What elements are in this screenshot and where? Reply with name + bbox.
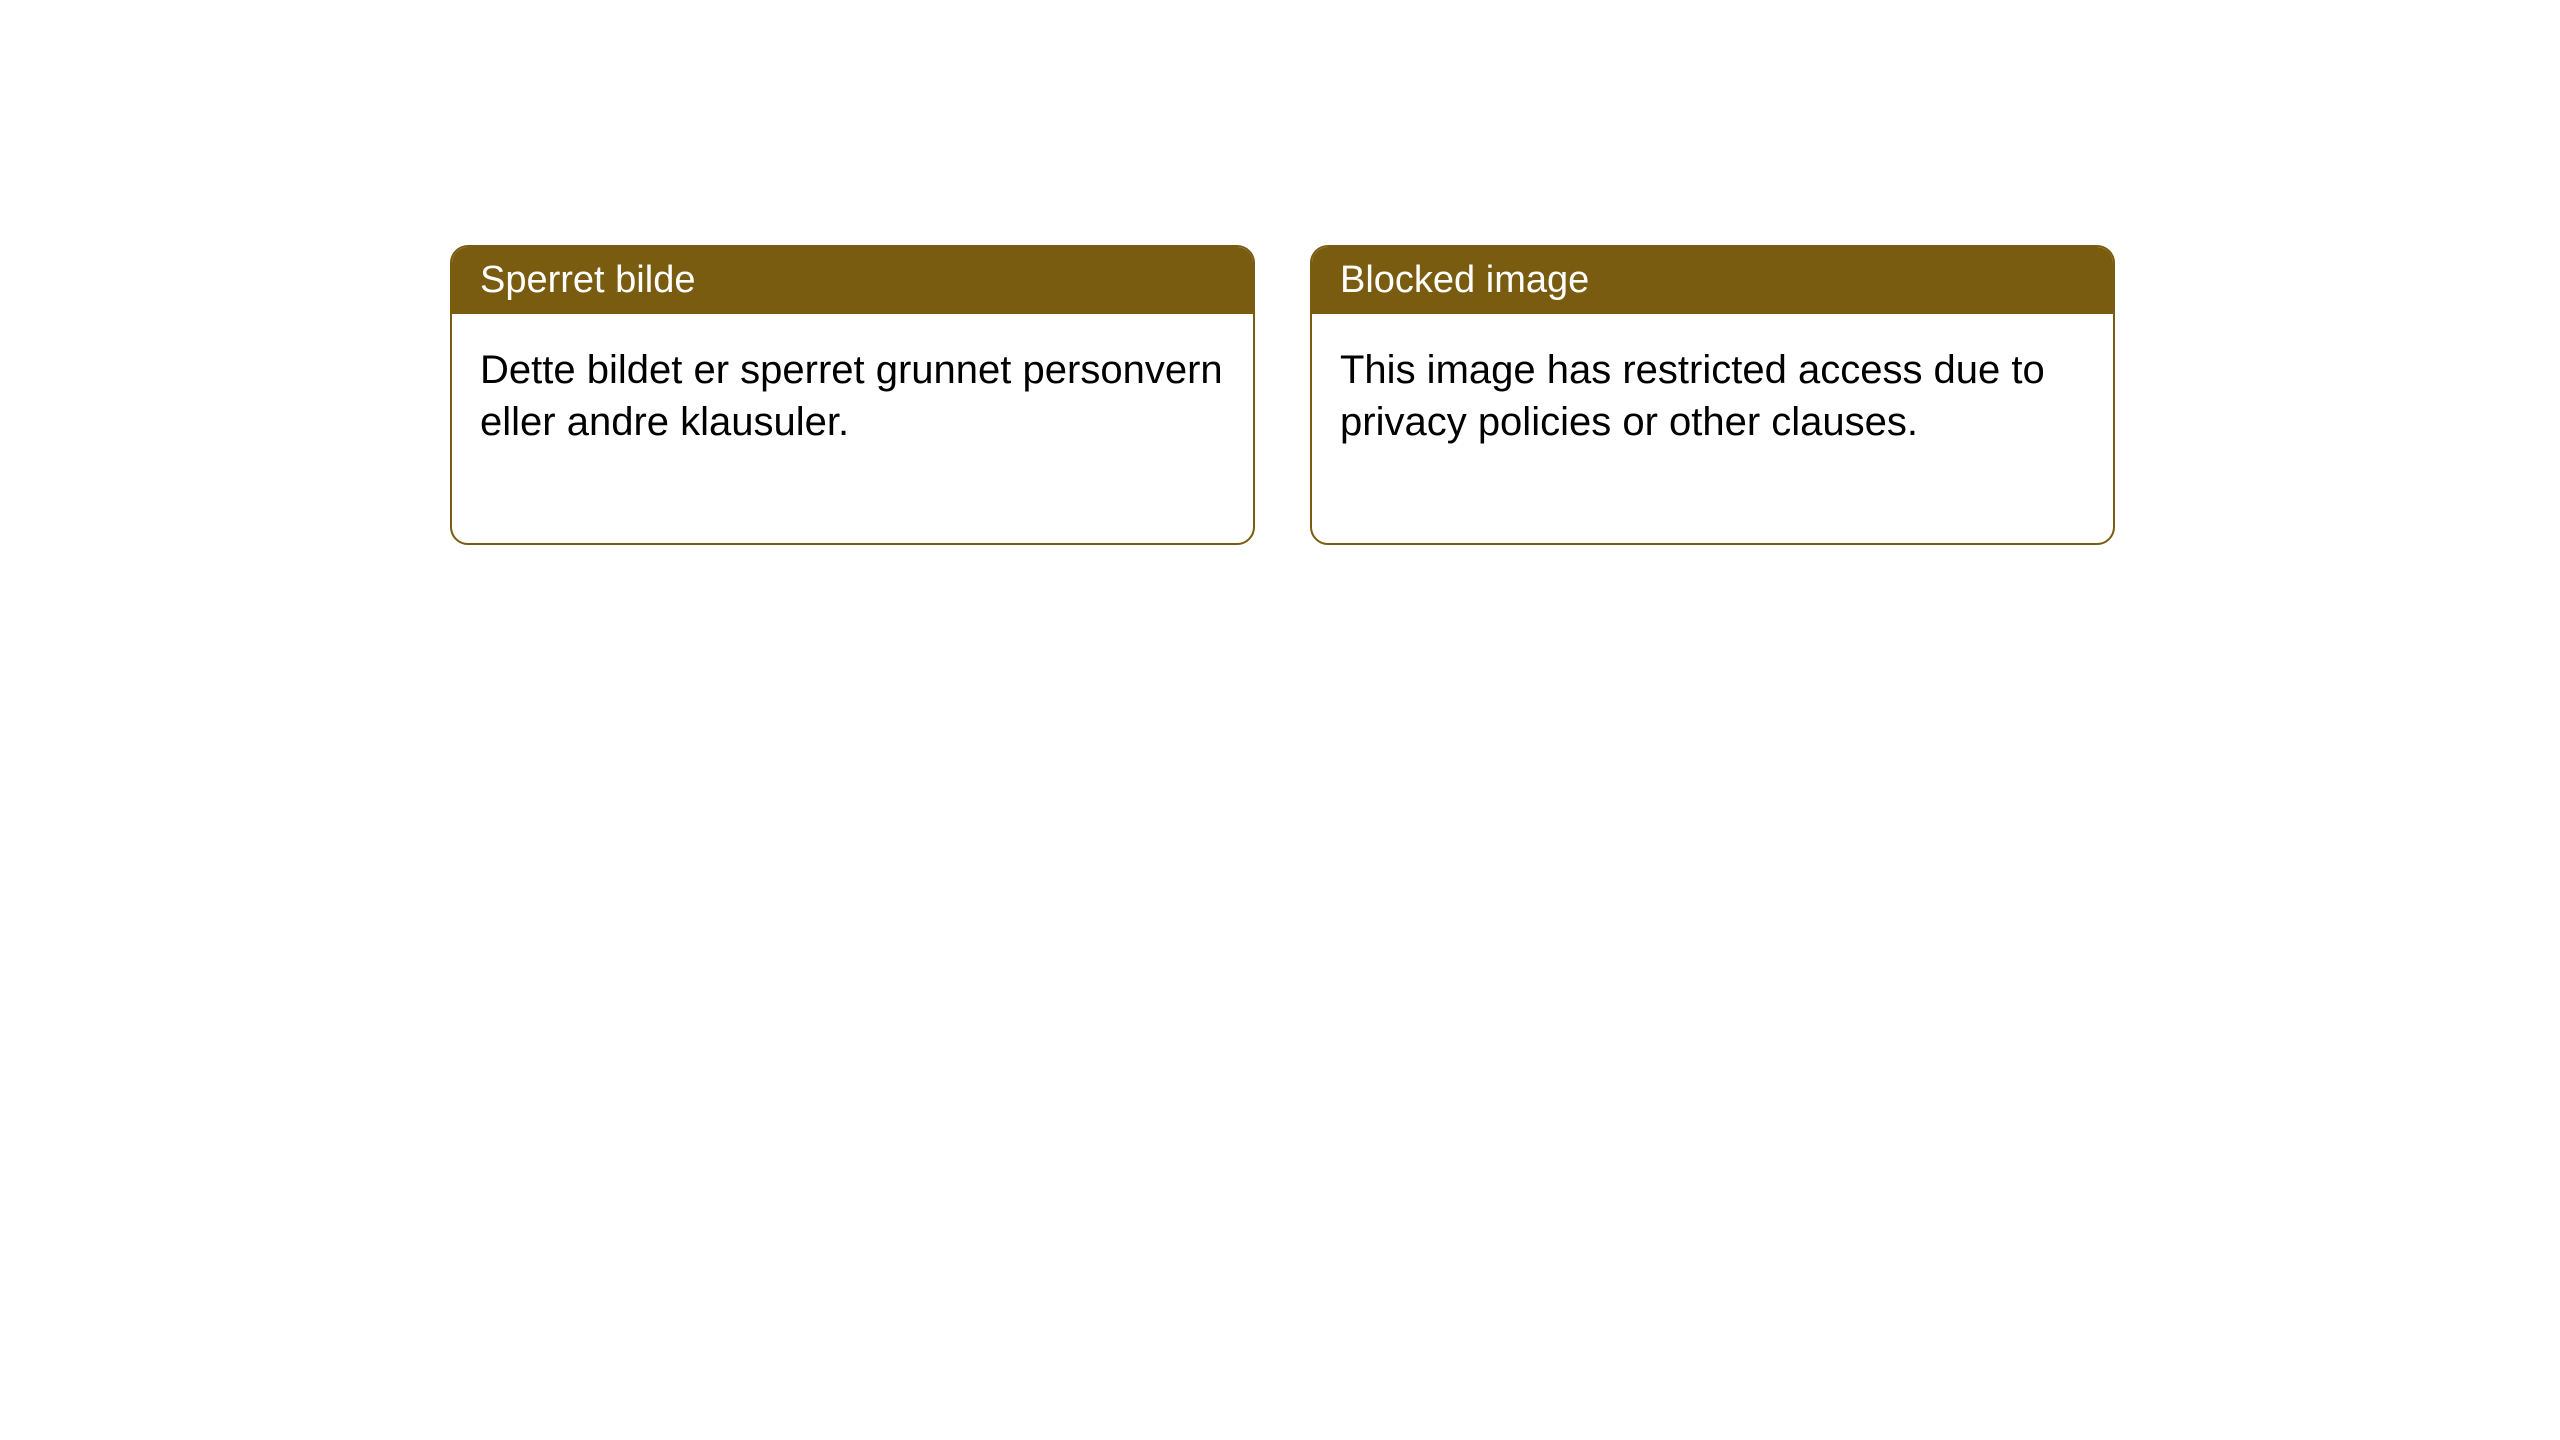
notice-cards-container: Sperret bilde Dette bildet er sperret gr… bbox=[450, 245, 2115, 545]
notice-card-english: Blocked image This image has restricted … bbox=[1310, 245, 2115, 545]
card-body: Dette bildet er sperret grunnet personve… bbox=[452, 314, 1253, 543]
card-body: This image has restricted access due to … bbox=[1312, 314, 2113, 543]
card-body-text: Dette bildet er sperret grunnet personve… bbox=[480, 348, 1223, 444]
card-body-text: This image has restricted access due to … bbox=[1340, 348, 2045, 444]
card-header: Sperret bilde bbox=[452, 247, 1253, 314]
card-header: Blocked image bbox=[1312, 247, 2113, 314]
notice-card-norwegian: Sperret bilde Dette bildet er sperret gr… bbox=[450, 245, 1255, 545]
card-title: Blocked image bbox=[1340, 259, 1589, 301]
card-title: Sperret bilde bbox=[480, 259, 695, 301]
